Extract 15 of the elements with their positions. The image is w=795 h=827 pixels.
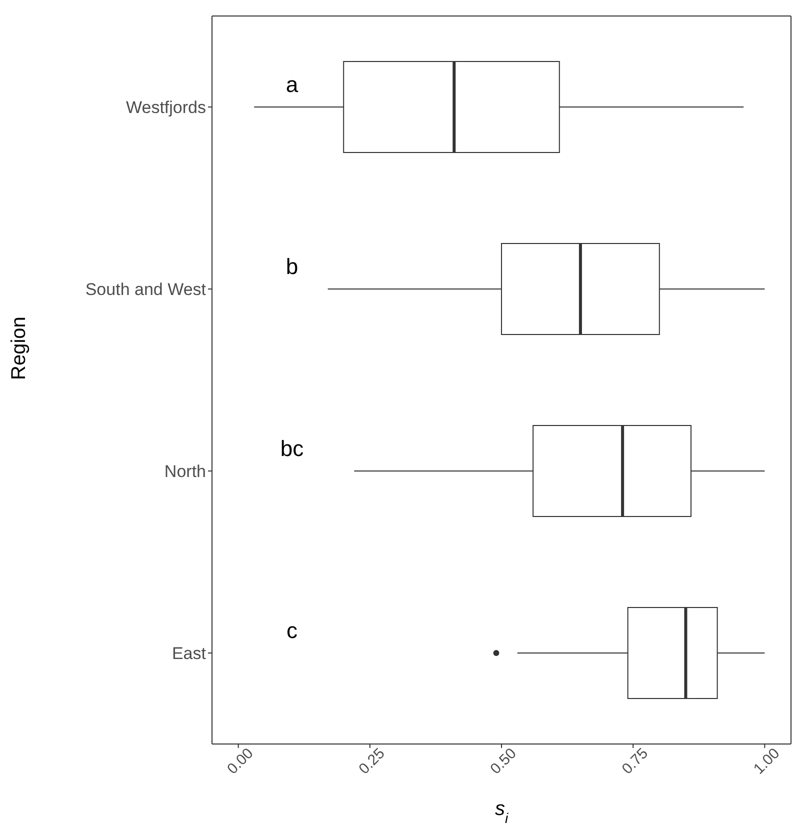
annotation: a xyxy=(286,72,299,97)
annotation: bc xyxy=(280,436,304,461)
annotation: c xyxy=(286,618,298,643)
y-tick-label: South and West xyxy=(85,280,206,300)
x-tick-label: 0.50 xyxy=(487,745,520,778)
y-tick-label: North xyxy=(164,462,206,482)
x-tick-label: 0.00 xyxy=(224,745,257,778)
annotation: b xyxy=(286,254,298,279)
y-tick-label: Westfjords xyxy=(126,98,206,118)
y-axis-title: Region xyxy=(8,316,30,380)
y-tick-label: East xyxy=(172,644,206,664)
x-axis-title: s$_{i}$ xyxy=(494,798,509,826)
x-tick-label: 0.75 xyxy=(618,745,652,778)
x-tick-label: 0.25 xyxy=(356,745,388,778)
x-tick-label: 1.00 xyxy=(750,745,784,778)
